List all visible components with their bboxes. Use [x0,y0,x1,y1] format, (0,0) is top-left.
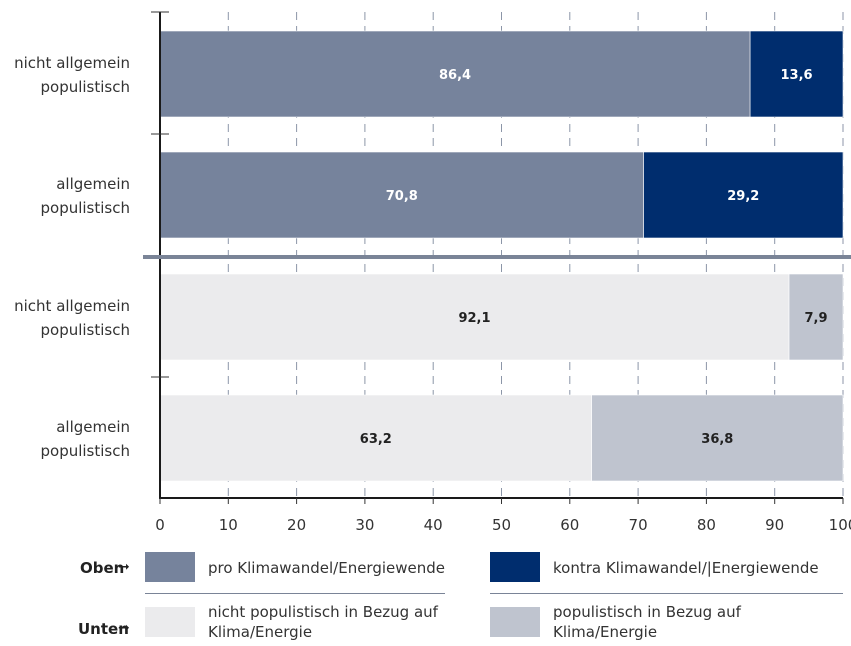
bar-segment [159,394,592,482]
x-tick-label: 80 [697,516,716,534]
category-label: nicht allgemein [14,54,130,72]
x-tick-label: 30 [355,516,374,534]
x-tick-label: 10 [219,516,238,534]
data-label: 29,2 [727,189,759,204]
data-label: 7,9 [805,311,828,326]
stacked-bar-chart: 86,4 13,6 70,8 29,2 92,1 7,9 63,2 36,8 nicht al… [14,11,851,534]
legend-unten-label: Unten [78,620,129,638]
data-label: 13,6 [781,68,813,83]
x-tick-label: 90 [765,516,784,534]
legend-item-pro: pro Klimawandel/Energiewende [208,559,446,577]
legend-swatch-nicht-populistisch [145,607,195,637]
arrow-right-icon: ➞ [118,620,130,636]
category-label: allgemein [56,175,130,193]
bar-segment [591,394,844,482]
data-label: 36,8 [701,432,733,447]
x-tick-label: 70 [629,516,648,534]
category-label: nicht allgemein [14,297,130,315]
data-label: 86,4 [439,68,471,83]
bar-segment [749,30,844,118]
category-label: populistisch [41,78,131,96]
x-tick-label: 50 [492,516,511,534]
legend-divider [145,593,445,594]
category-label: populistisch [41,199,131,217]
category-labels: nicht allgemein populistisch allgemein popu… [14,54,130,460]
bar-segment [788,273,844,361]
category-label: allgemein [56,418,130,436]
data-label: 92,1 [458,311,490,326]
legend-oben-label: Oben [80,559,125,577]
data-label: 70,8 [386,189,418,204]
x-tick-label: 60 [560,516,579,534]
legend-item-nicht-populistisch-line1: nicht populistisch in Bezug auf [208,603,438,621]
legend-item-populistisch-line1: populistisch in Bezug auf [553,603,741,621]
bar-segment [159,30,751,118]
legend-swatch-populistisch [490,607,540,637]
bar-segment [643,151,844,239]
x-tick-label: 100 [829,516,851,534]
legend: Oben ➞ pro Klimawandel/Energiewende kont… [0,540,851,646]
x-tick-label: 40 [424,516,443,534]
bar-segment [159,273,790,361]
legend-item-nicht-populistisch-line2: Klima/Energie [208,623,313,641]
category-label: populistisch [41,321,131,339]
legend-swatch-kontra [490,552,540,582]
arrow-right-icon: ➞ [118,559,130,575]
x-tick-labels: 0 10 20 30 40 50 60 70 80 90 100 [155,516,851,534]
bars: 86,4 13,6 70,8 29,2 92,1 7,9 63,2 36,8 [159,30,844,482]
category-label: populistisch [41,442,131,460]
axes [143,11,851,504]
legend-item-kontra: kontra Klimawandel/|Energiewende [553,559,819,577]
data-label: 63,2 [360,432,392,447]
x-tick-label: 0 [155,516,165,534]
bar-segment [159,151,644,239]
legend-swatch-pro [145,552,195,582]
x-tick-label: 20 [287,516,306,534]
legend-item-populistisch-line2: Klima/Energie [553,623,658,641]
legend-divider [490,593,843,594]
